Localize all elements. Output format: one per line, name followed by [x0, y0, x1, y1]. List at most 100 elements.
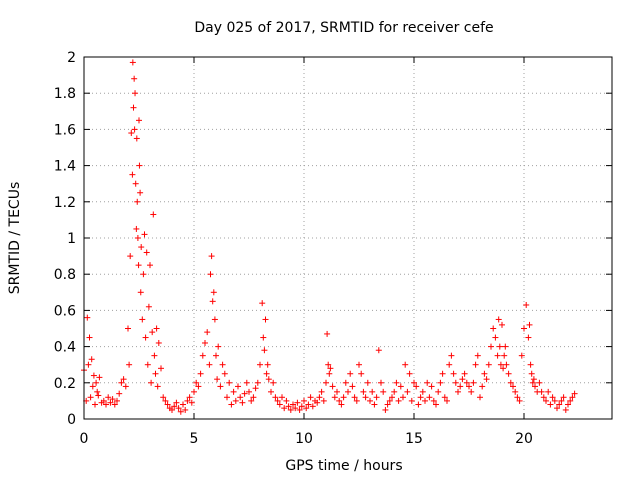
data-point	[459, 376, 466, 383]
data-point	[424, 379, 431, 386]
data-point	[320, 397, 327, 404]
data-point	[305, 401, 312, 408]
data-point	[325, 361, 332, 368]
data-point	[529, 379, 536, 386]
data-point	[562, 406, 569, 413]
data-point	[419, 388, 426, 395]
x-tick-label: 15	[405, 431, 423, 447]
data-point	[558, 397, 565, 404]
data-point	[224, 394, 230, 401]
data-point	[323, 379, 329, 386]
y-tick-label: 1	[67, 231, 76, 247]
data-point	[248, 397, 255, 404]
data-point	[518, 352, 525, 359]
data-point	[547, 401, 554, 408]
data-series	[81, 59, 578, 415]
data-point	[500, 365, 507, 372]
data-point	[329, 383, 336, 390]
data-point	[411, 379, 417, 386]
data-point	[153, 325, 160, 332]
data-point	[281, 405, 288, 412]
data-point	[369, 388, 376, 395]
data-point	[479, 383, 486, 390]
data-point	[169, 406, 175, 413]
data-point	[155, 339, 162, 346]
data-point	[139, 316, 146, 323]
data-point	[132, 180, 139, 187]
data-point	[444, 397, 450, 404]
data-point	[526, 321, 533, 328]
data-point	[160, 394, 167, 401]
data-point	[211, 316, 218, 323]
data-point	[193, 379, 200, 386]
data-point	[133, 225, 140, 232]
data-point	[215, 343, 222, 350]
data-point	[309, 403, 316, 410]
data-point	[353, 397, 360, 404]
data-point	[285, 403, 292, 410]
data-point	[120, 376, 127, 383]
data-point	[457, 383, 464, 390]
data-point	[128, 130, 135, 137]
data-point	[296, 406, 303, 413]
data-point	[307, 394, 314, 401]
y-tick-label: 0	[67, 412, 76, 428]
data-point	[254, 379, 261, 386]
data-point	[501, 352, 508, 359]
data-point	[360, 388, 367, 395]
data-point	[173, 399, 180, 406]
data-point	[571, 390, 578, 397]
y-tick-label: 1.4	[54, 159, 76, 175]
data-point	[502, 343, 509, 350]
data-point	[384, 401, 391, 408]
data-point	[349, 383, 356, 390]
data-point	[252, 385, 259, 392]
data-point	[356, 361, 362, 368]
data-point	[433, 401, 439, 408]
data-point	[543, 397, 549, 404]
data-point	[188, 399, 195, 406]
data-point	[446, 361, 453, 368]
data-point	[111, 401, 118, 408]
y-tick-label: 0.8	[54, 267, 76, 283]
y-tick-label: 0.6	[54, 303, 76, 319]
tick-labels: 00.20.40.60.811.21.41.61.820 5 10 15 20	[54, 50, 533, 447]
data-point	[512, 388, 519, 395]
data-point	[397, 383, 404, 390]
data-point	[483, 376, 490, 383]
data-point	[448, 352, 455, 359]
data-point	[516, 397, 523, 404]
data-point	[364, 379, 371, 386]
data-point	[228, 401, 235, 408]
data-point	[199, 352, 206, 359]
y-tick-label: 1.6	[54, 122, 76, 138]
data-point	[514, 394, 521, 401]
data-point	[386, 397, 393, 404]
data-point	[430, 397, 437, 404]
data-point	[565, 401, 571, 408]
data-point	[338, 401, 345, 408]
data-point	[270, 379, 277, 386]
x-tick-label: 10	[295, 431, 313, 447]
data-point	[505, 370, 512, 377]
data-point	[221, 370, 228, 377]
data-point	[129, 171, 136, 178]
data-point	[367, 397, 373, 404]
data-point	[345, 388, 351, 395]
data-point	[250, 394, 257, 401]
data-point	[382, 406, 389, 413]
data-point	[140, 271, 147, 278]
data-point	[136, 162, 143, 169]
data-point	[150, 211, 157, 218]
data-point	[495, 316, 502, 323]
data-point	[441, 394, 448, 401]
data-point	[303, 405, 310, 412]
data-point	[404, 388, 411, 395]
data-point	[206, 361, 213, 368]
data-point	[527, 361, 534, 368]
data-point	[347, 370, 354, 377]
data-point	[413, 383, 420, 390]
data-point	[375, 347, 382, 354]
data-point	[133, 135, 140, 142]
data-point	[472, 361, 479, 368]
